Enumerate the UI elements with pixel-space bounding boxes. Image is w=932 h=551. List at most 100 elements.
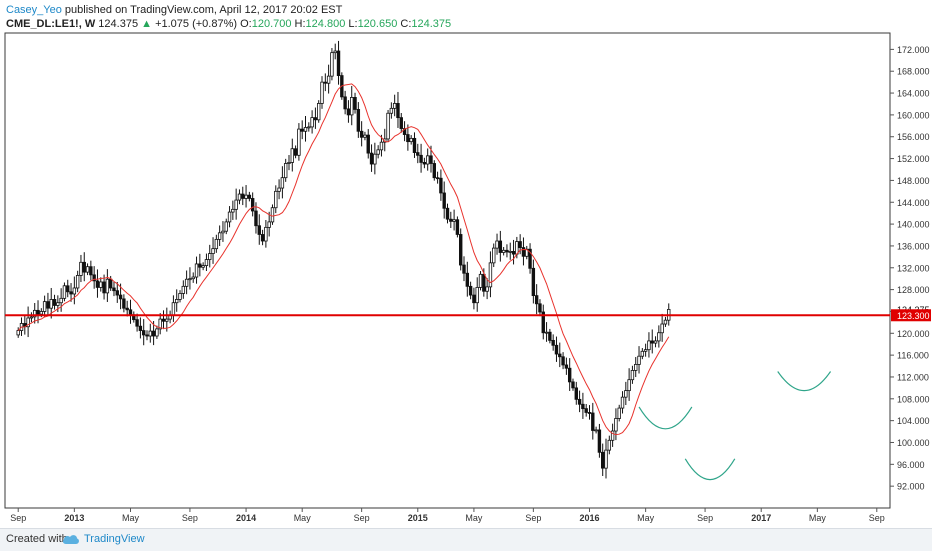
candle-body (320, 81, 324, 104)
candle-body (317, 103, 321, 121)
y-tick-label: 104.000 (897, 416, 930, 426)
candle-body (108, 278, 113, 289)
candle-body (435, 177, 440, 180)
level-price-tag (891, 309, 931, 322)
y-tick-label: 112.000 (897, 372, 929, 382)
candle-body (333, 50, 337, 54)
tradingview-brand[interactable]: TradingView (84, 533, 145, 545)
y-tick-label: 128.000 (897, 285, 930, 295)
candle-body (42, 301, 47, 312)
candle-body (280, 177, 285, 189)
x-tick-label: May (465, 513, 483, 523)
candle-body (363, 134, 367, 138)
candle-body (442, 192, 446, 209)
candle-body (624, 390, 628, 398)
candle-body (485, 286, 489, 292)
candle-body (663, 319, 668, 325)
open-value: 120.700 (251, 18, 292, 30)
candle-body (52, 299, 57, 306)
candle-body (488, 262, 493, 288)
candle-body (75, 275, 80, 289)
candle-body (155, 328, 159, 337)
candle-body (541, 311, 545, 334)
tradingview-cloud-icon (62, 535, 79, 544)
open-label: O: (240, 18, 252, 30)
candle-body (151, 330, 156, 337)
candle-body (534, 295, 539, 305)
candle-body (62, 285, 67, 299)
y-tick-label: 116.000 (897, 351, 929, 361)
candle-body (373, 153, 377, 165)
y-tick-label: 144.000 (897, 198, 930, 208)
candle-body (356, 109, 361, 132)
y-tick-label: 160.000 (897, 110, 930, 120)
candle-body (366, 134, 370, 154)
candle-body (617, 407, 621, 419)
candle-body (660, 323, 664, 334)
candle-body (287, 161, 291, 164)
pattern-curves (638, 371, 832, 480)
candle-body (307, 126, 311, 129)
candle-body (198, 263, 202, 268)
y-tick-label: 172.000 (897, 45, 930, 55)
candle-body (369, 152, 374, 165)
candle-body (277, 187, 281, 192)
author-link[interactable]: Casey_Yeo (6, 4, 62, 16)
candle-body (270, 207, 275, 223)
candle-body (439, 177, 443, 194)
candle-body (402, 128, 407, 135)
candle-body (224, 221, 228, 232)
y-tick-label: 100.000 (897, 438, 930, 448)
candle-body (353, 97, 357, 110)
candle-body (653, 340, 658, 344)
y-tick-label: 168.000 (897, 67, 930, 77)
candle-body (39, 311, 44, 315)
candle-body (614, 418, 618, 432)
x-tick-label: May (637, 513, 655, 523)
candle-body (59, 297, 63, 304)
candle-body (95, 280, 100, 288)
candle-body (204, 259, 209, 266)
candle-body (518, 241, 522, 248)
x-tick-label: 2017 (751, 513, 771, 523)
candle-body (554, 344, 559, 355)
candle-body (455, 219, 460, 235)
candle-body (171, 302, 176, 316)
close-value: 124.375 (411, 18, 452, 30)
publish-line: Casey_Yeo published on TradingView.com, … (6, 3, 451, 17)
candle-body (313, 117, 318, 121)
symbol-label: CME_DL:LE1!, W (6, 18, 96, 30)
price-chart[interactable]: 172.000 168.000 164.000 160.000 156.000 152.0… (0, 0, 932, 528)
candle-body (112, 287, 116, 292)
candle-body (254, 210, 258, 227)
published-text: published on TradingView.com, April 12, … (61, 4, 343, 16)
candle-body (416, 152, 420, 156)
candle-body (343, 96, 347, 110)
candle-body (293, 148, 298, 156)
candle-body (46, 301, 50, 309)
ohlc-line: CME_DL:LE1!, W 124.375 ▲ +1.075 (+0.87%)… (6, 17, 451, 31)
candle-body (425, 155, 430, 165)
candle-body (505, 249, 509, 253)
candle-body (175, 299, 179, 304)
candle-body (66, 285, 70, 293)
candle-body (399, 117, 403, 129)
chart-header: Casey_Yeo published on TradingView.com, … (6, 3, 451, 31)
pattern-curve (638, 406, 693, 430)
candle-body (591, 412, 595, 431)
candle-body (208, 253, 212, 260)
x-tick-label: 2016 (579, 513, 599, 523)
candle-body (346, 108, 351, 116)
candle-body (472, 294, 476, 304)
candle-body (601, 451, 605, 469)
y-tick-label: 152.000 (897, 154, 930, 164)
candle-body (49, 299, 53, 309)
candle-body (89, 266, 93, 276)
candle-body (647, 340, 651, 351)
candle-body (161, 318, 166, 322)
candle-body (138, 325, 143, 331)
x-tick-label: Sep (697, 513, 713, 523)
x-tick-label: Sep (525, 513, 541, 523)
candle-body (181, 285, 186, 294)
candle-body (630, 370, 635, 381)
